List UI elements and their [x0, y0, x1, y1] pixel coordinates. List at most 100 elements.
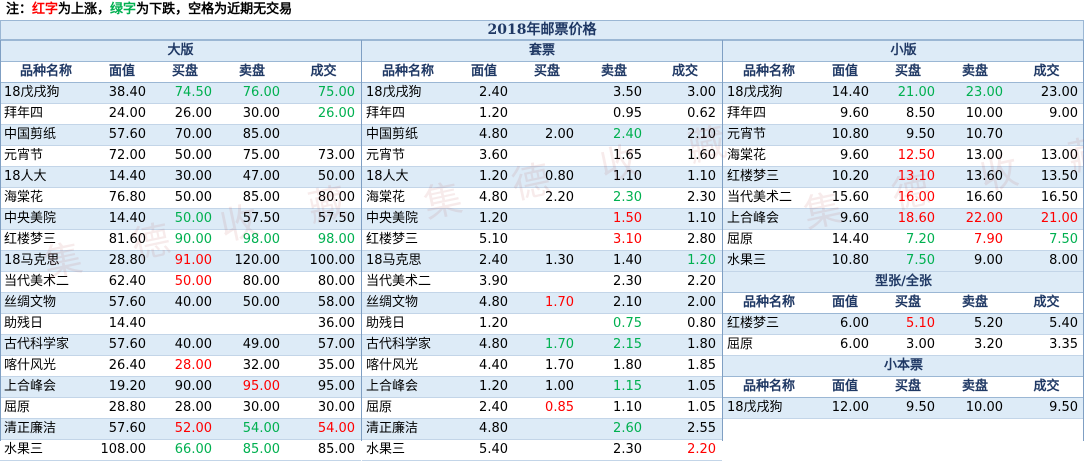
- stamp-name: 拜年四: [362, 103, 454, 125]
- deal-price: 1.05: [648, 376, 723, 398]
- sell-price: 0.75: [580, 313, 648, 335]
- deal-price: 9.00: [1009, 103, 1084, 125]
- sell-price: 1.40: [580, 250, 648, 272]
- stamp-name: 18戊戌狗: [723, 397, 815, 419]
- table-row: 海棠花 9.60 12.50 13.00 13.00: [723, 145, 1084, 167]
- col-sell-header: 卖盘: [580, 61, 648, 83]
- stamp-name: 中央美院: [0, 208, 92, 230]
- divider-left: [361, 40, 362, 441]
- deal-price: 85.00: [286, 439, 362, 461]
- col-sell-header: 卖盘: [218, 61, 286, 83]
- stamp-name: 上合峰会: [723, 208, 815, 230]
- col-deal-header: 成交: [1009, 292, 1084, 314]
- sell-price: 23.00: [941, 82, 1009, 104]
- sell-price: 80.00: [218, 271, 286, 293]
- table-row: 屈原 28.80 28.00 30.00 30.00: [0, 397, 362, 419]
- buy-price: [152, 313, 218, 335]
- buy-price: 16.00: [875, 187, 941, 209]
- table-row: 中央美院 1.20 1.50 1.10: [362, 208, 723, 230]
- deal-price: 21.00: [1009, 208, 1084, 230]
- stamp-name: 当代美术二: [362, 271, 454, 293]
- sell-price: 57.50: [218, 208, 286, 230]
- face-value: 28.80: [92, 397, 152, 419]
- face-value: 57.60: [92, 334, 152, 356]
- sell-price: 1.10: [580, 397, 648, 419]
- face-value: 9.60: [815, 103, 875, 125]
- table-row: 红楼梦三 6.00 5.10 5.20 5.40: [723, 313, 1084, 335]
- face-value: 57.60: [92, 418, 152, 440]
- buy-price: 8.50: [875, 103, 941, 125]
- buy-price: 13.10: [875, 166, 941, 188]
- stamp-name: 18马克思: [362, 250, 454, 272]
- deal-price: 3.00: [648, 82, 723, 104]
- sell-price: 76.00: [218, 82, 286, 104]
- face-value: 4.80: [454, 292, 514, 314]
- face-value: 6.00: [815, 334, 875, 356]
- face-value: 72.00: [92, 145, 152, 167]
- face-value: 10.20: [815, 166, 875, 188]
- sell-price: 2.10: [580, 292, 648, 314]
- stamp-name: 喀什风光: [362, 355, 454, 377]
- stamp-name: 中央美院: [362, 208, 454, 230]
- stamp-name: 海棠花: [362, 187, 454, 209]
- col-deal-header: 成交: [1009, 61, 1084, 83]
- price-table: 套票 品种名称 面值 买盘 卖盘 成交 18戊戌狗 2.40 3.50 3.00 拜年四 1.20 0.…: [362, 40, 723, 461]
- table-row: 水果三 10.80 7.50 9.00 8.00: [723, 250, 1084, 272]
- table-row: 海棠花 4.80 2.20 2.30 2.30: [362, 187, 723, 209]
- sheet-title: 2018年邮票价格: [0, 20, 1084, 40]
- col-sell-header: 卖盘: [941, 61, 1009, 83]
- sell-price: 3.20: [941, 334, 1009, 356]
- sell-price: 1.80: [580, 355, 648, 377]
- table-row: 元宵节 3.60 1.65 1.60: [362, 145, 723, 167]
- table-row: 清正廉洁 57.60 52.00 54.00 54.00: [0, 418, 362, 440]
- sell-price: 2.30: [580, 271, 648, 293]
- face-value: 14.40: [92, 208, 152, 230]
- sell-price: 75.00: [218, 145, 286, 167]
- buy-price: [514, 145, 580, 167]
- deal-price: 16.50: [1009, 187, 1084, 209]
- col-name-header: 品种名称: [362, 61, 454, 83]
- face-value: 57.60: [92, 292, 152, 314]
- face-value: 81.60: [92, 229, 152, 251]
- panel-xiaoban: 小版 品种名称 面值 买盘 卖盘 成交 18戊戌狗 14.40 21.00 23.00 23.00 拜…: [723, 40, 1084, 419]
- legend-note: 注：红字为上涨，绿字为下跌，空格为近期无交易: [0, 0, 1084, 20]
- deal-price: 1.20: [648, 250, 723, 272]
- table-row: 当代美术二 62.40 50.00 80.00 80.00: [0, 271, 362, 293]
- deal-price: 57.00: [286, 334, 362, 356]
- stamp-name: 元宵节: [0, 145, 92, 167]
- stamp-name: 18人大: [0, 166, 92, 188]
- face-value: 76.80: [92, 187, 152, 209]
- column-header-row: 品种名称 面值 买盘 卖盘 成交: [362, 61, 723, 83]
- stamp-name: 屈原: [0, 397, 92, 419]
- col-buy-header: 买盘: [875, 61, 941, 83]
- face-value: 3.60: [454, 145, 514, 167]
- face-value: 38.40: [92, 82, 152, 104]
- table-row: 海棠花 76.80 50.00 85.00 80.00: [0, 187, 362, 209]
- face-value: 4.80: [454, 334, 514, 356]
- buy-price: 9.50: [875, 397, 941, 419]
- face-value: 57.60: [92, 124, 152, 146]
- col-buy-header: 买盘: [875, 376, 941, 398]
- section-title: 小版: [723, 40, 1084, 62]
- deal-price: 2.20: [648, 271, 723, 293]
- buy-price: [514, 439, 580, 461]
- stamp-name: 上合峰会: [362, 376, 454, 398]
- stamp-name: 清正廉洁: [362, 418, 454, 440]
- buy-price: 21.00: [875, 82, 941, 104]
- buy-price: 30.00: [152, 166, 218, 188]
- table-row: 18戊戌狗 38.40 74.50 76.00 75.00: [0, 82, 362, 104]
- stamp-name: 18戊戌狗: [0, 82, 92, 104]
- sell-price: 85.00: [218, 439, 286, 461]
- column-header-row: 品种名称 面值 买盘 卖盘 成交: [0, 61, 362, 83]
- buy-price: 1.70: [514, 292, 580, 314]
- face-value: 2.40: [454, 397, 514, 419]
- deal-price: 80.00: [286, 187, 362, 209]
- table-row: 18马克思 2.40 1.30 1.40 1.20: [362, 250, 723, 272]
- buy-price: 3.00: [875, 334, 941, 356]
- sell-price: 2.60: [580, 418, 648, 440]
- col-deal-header: 成交: [286, 61, 362, 83]
- buy-price: 2.00: [514, 124, 580, 146]
- section-header-xiaoban: 小版: [723, 40, 1084, 62]
- buy-price: 7.50: [875, 250, 941, 272]
- stamp-name: 屈原: [723, 334, 815, 356]
